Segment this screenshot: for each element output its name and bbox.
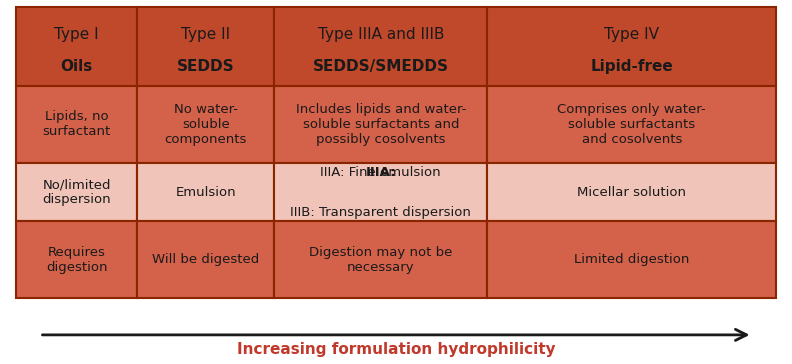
Text: No water-
soluble
components: No water- soluble components: [165, 103, 247, 146]
Text: IIIA:: IIIA:: [366, 166, 396, 179]
Text: SEDDS/SMEDDS: SEDDS/SMEDDS: [313, 59, 449, 74]
Text: Type I: Type I: [55, 27, 99, 42]
FancyBboxPatch shape: [487, 221, 776, 298]
Text: IIIB: Transparent dispersion: IIIB: Transparent dispersion: [291, 206, 471, 219]
FancyBboxPatch shape: [487, 86, 776, 163]
FancyBboxPatch shape: [138, 7, 274, 86]
Text: Lipids, no
surfactant: Lipids, no surfactant: [43, 111, 111, 138]
Text: No/limited
dispersion: No/limited dispersion: [42, 178, 111, 206]
FancyBboxPatch shape: [274, 86, 487, 163]
FancyBboxPatch shape: [487, 163, 776, 221]
Text: Requires
digestion: Requires digestion: [46, 246, 108, 274]
Text: IIIA: Fine emulsion: IIIA: Fine emulsion: [321, 166, 441, 179]
Text: Limited digestion: Limited digestion: [574, 253, 689, 266]
Text: Type IIIA and IIIB: Type IIIA and IIIB: [318, 27, 444, 42]
Text: Digestion may not be
necessary: Digestion may not be necessary: [309, 246, 452, 274]
FancyBboxPatch shape: [16, 7, 138, 86]
Text: Includes lipids and water-
soluble surfactants and
possibly cosolvents: Includes lipids and water- soluble surfa…: [295, 103, 466, 146]
Text: Increasing formulation hydrophilicity: Increasing formulation hydrophilicity: [237, 342, 555, 357]
Text: Oils: Oils: [60, 59, 93, 74]
Text: Lipid-free: Lipid-free: [590, 59, 673, 74]
FancyBboxPatch shape: [138, 163, 274, 221]
Text: Will be digested: Will be digested: [152, 253, 260, 266]
Text: Comprises only water-
soluble surfactants
and cosolvents: Comprises only water- soluble surfactant…: [558, 103, 706, 146]
FancyBboxPatch shape: [16, 86, 138, 163]
FancyBboxPatch shape: [138, 86, 274, 163]
Text: Emulsion: Emulsion: [176, 186, 236, 199]
FancyBboxPatch shape: [16, 221, 138, 298]
Text: Micellar solution: Micellar solution: [577, 186, 686, 199]
FancyBboxPatch shape: [487, 7, 776, 86]
FancyBboxPatch shape: [274, 221, 487, 298]
Text: Type II: Type II: [181, 27, 230, 42]
Text: Type IV: Type IV: [604, 27, 659, 42]
FancyBboxPatch shape: [274, 7, 487, 86]
FancyBboxPatch shape: [16, 163, 138, 221]
FancyBboxPatch shape: [138, 221, 274, 298]
FancyBboxPatch shape: [274, 163, 487, 221]
Text: SEDDS: SEDDS: [177, 59, 234, 74]
